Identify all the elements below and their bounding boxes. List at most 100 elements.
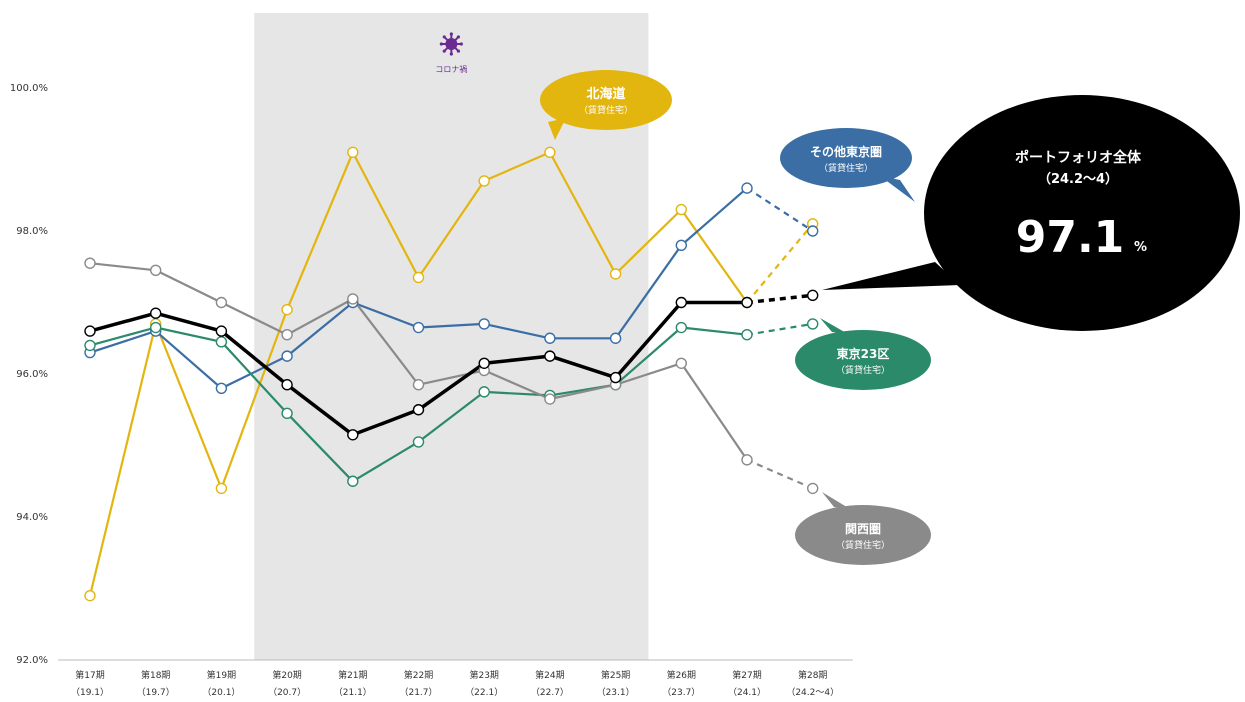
data-point [544,332,556,344]
y-tick-label: 98.0% [16,226,48,237]
x-tick-period: 第18期 [141,669,170,681]
callout-bubble [780,128,912,188]
y-tick-label: 100.0% [10,83,48,94]
callout-tail [822,492,850,509]
data-point [807,225,819,237]
series-callout: 北海道 （賃貸住宅） [540,70,672,140]
callout-subtitle: （賃貸住宅） [819,162,873,174]
data-point [675,239,687,252]
data-point [741,328,753,341]
series-line-dashed [746,322,813,336]
x-tick-date: （21.7） [399,687,437,698]
x-tick-period: 第24期 [535,669,564,681]
callout-bubble [795,330,931,390]
y-tick-label: 94.0% [16,512,48,523]
data-point [544,393,556,405]
y-axis: 92.0% 94.0% 96.0% 98.0% 100.0% [10,83,48,666]
x-tick-period: 第23期 [469,669,498,681]
series-line-dashed [746,293,813,305]
callout-tail [880,176,915,202]
virus-core [445,38,458,50]
x-tick-date: （24.2～4） [786,687,839,698]
data-point [84,589,96,602]
callout-title: 関西圏 [845,522,881,536]
portfolio-unit: % [1134,240,1147,255]
data-point [281,407,293,420]
callout-title: その他東京圏 [810,144,882,159]
data-point [215,482,228,495]
portfolio-value: 97.1 [1016,212,1125,263]
data-point [478,175,490,187]
series-points [84,146,819,602]
data-point [281,328,293,341]
data-point [215,325,228,337]
data-point [84,339,96,352]
data-point [609,371,622,384]
x-tick-period: 第26期 [667,669,696,681]
data-point [807,318,819,330]
x-tick-date: （20.7） [268,687,306,698]
data-point [281,303,293,316]
x-tick-date: （22.7） [531,687,569,698]
portfolio-period: （24.2～4） [1038,171,1118,187]
x-tick-date: （22.1） [465,687,503,698]
data-point [412,321,425,334]
y-tick-label: 96.0% [16,369,48,380]
callouts: 北海道 （賃貸住宅） その他東京圏 （賃貸住宅） 東京23区 （賃貸住宅） 関西圏 （賃貸住宅… [540,70,1240,565]
portfolio-title: ポートフォリオ全体 [1015,149,1142,166]
x-tick-period: 第28期 [798,669,827,681]
virus-spike-tip [442,35,446,39]
callout-bubble [540,70,672,130]
x-tick-period: 第19期 [207,669,236,681]
callout-tail [820,318,848,334]
virus-spike-tip [449,52,453,56]
x-tick-period: 第27期 [732,669,761,681]
data-point [741,296,753,309]
x-axis: 第17期 （19.1） 第18期 （19.7） 第19期 （20.1） 第20期 （20.7）… [71,669,839,698]
series-line-dashed [746,187,814,232]
data-point [281,350,293,362]
x-tick-date: （23.7） [662,687,700,698]
x-tick-period: 第22期 [404,669,433,681]
virus-spike-tip [439,42,443,46]
data-point [675,203,687,216]
data-point [215,382,228,394]
x-tick-date: （20.1） [202,687,240,698]
data-point [478,386,490,398]
callout-subtitle: （賃貸住宅） [836,364,890,376]
data-point [609,268,622,280]
covid-label: コロナ禍 [435,64,467,74]
data-point [609,332,622,344]
data-point [544,146,556,159]
x-tick-date: （23.1） [597,687,635,698]
data-point [347,293,359,305]
x-tick-date: （19.7） [137,687,175,698]
data-point [84,257,96,269]
virus-spike-tip [459,42,463,46]
x-tick-date: （21.1） [334,687,372,698]
y-tick-label: 92.0% [16,655,48,666]
data-point [478,357,490,369]
data-point [215,296,228,309]
virus-spike-tip [442,49,446,53]
series-line-dashed [746,458,814,490]
x-tick-date: （19.1） [71,687,109,698]
portfolio-callout: ポートフォリオ全体 （24.2～4） 97.1% [822,95,1240,331]
callout-subtitle: （賃貸住宅） [836,539,890,551]
data-point [741,454,753,466]
data-point [149,264,162,277]
data-point [347,429,359,441]
series-callout: その他東京圏 （賃貸住宅） [780,128,915,202]
data-point [149,321,162,334]
virus-spike-tip [456,35,461,39]
x-tick-period: 第21期 [338,669,367,681]
data-point [675,357,687,369]
callout-tail [548,118,566,140]
callout-bubble [924,95,1240,331]
callout-title: 東京23区 [837,346,890,361]
series-callout: 関西圏 （賃貸住宅） [795,492,931,565]
covid-label-group: コロナ禍 [435,32,467,74]
series-callout: 東京23区 （賃貸住宅） [795,318,931,390]
data-point [149,307,162,319]
